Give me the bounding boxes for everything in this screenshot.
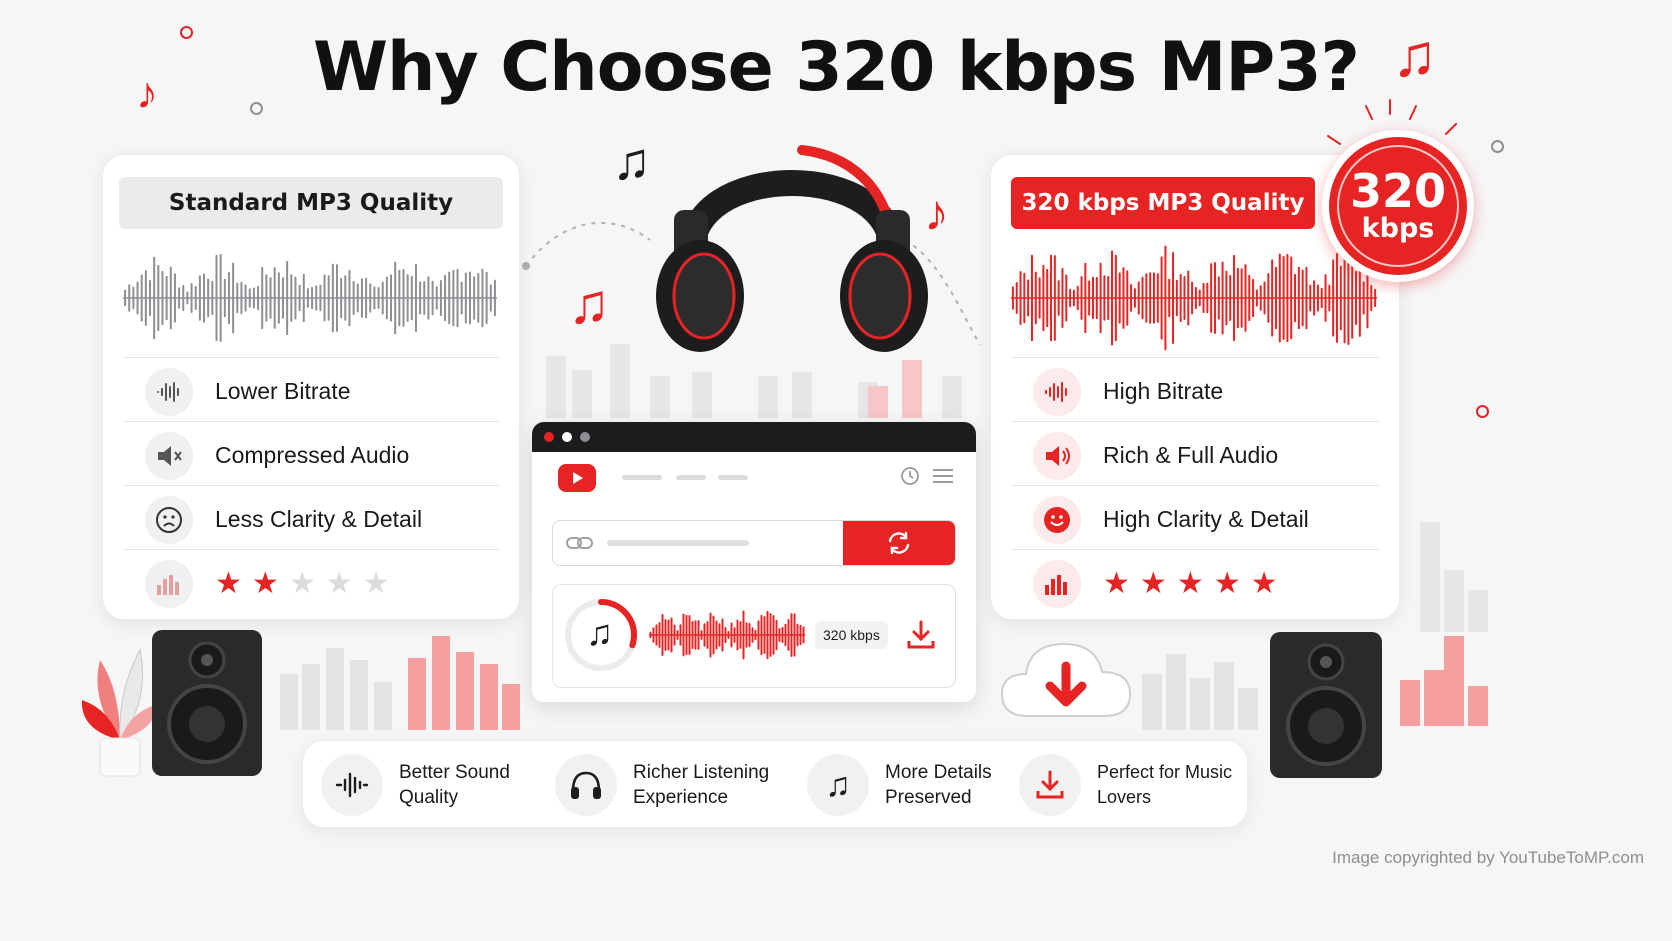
star-filled-icon: ★: [215, 566, 242, 600]
converter-header: [532, 452, 976, 512]
star-empty-icon: ★: [325, 566, 353, 600]
speaker-loud-icon: [1033, 431, 1081, 480]
smiley-face-icon: [1033, 495, 1081, 544]
close-dot[interactable]: [544, 432, 554, 442]
feature-label: Rich & Full Audio: [1103, 442, 1279, 468]
star-filled-icon: ★: [1213, 566, 1241, 600]
waveform-icon: [1033, 367, 1081, 416]
feature-item: Better Sound Quality: [321, 741, 510, 829]
link-icon: [566, 537, 593, 549]
list-item: Compressed Audio: [123, 421, 499, 489]
star-rating: ★ ★ ★ ★ ★: [1103, 566, 1278, 600]
music-note-icon: ♪: [136, 69, 158, 118]
speaker-muted-icon: [145, 431, 193, 480]
list-item: High Bitrate: [1011, 357, 1379, 425]
music-note-icon: ♫: [586, 612, 613, 653]
decor-circle: [250, 102, 263, 115]
list-item: Rich & Full Audio: [1011, 421, 1379, 489]
red-waveform: [1011, 245, 1377, 351]
feature-label: Compressed Audio: [215, 442, 410, 468]
copyright-notice: Image copyrighted by YouTubeToMP.com: [1332, 848, 1644, 867]
waveform-icon: [321, 754, 383, 816]
speaker-left: [152, 630, 262, 776]
music-note-icon: ♫: [568, 272, 610, 335]
star-filled-icon: ★: [1139, 566, 1167, 600]
equalizer-decor: [1142, 654, 1258, 730]
rating-row: ★ ★ ★ ★ ★: [123, 549, 499, 617]
history-icon[interactable]: [900, 466, 920, 486]
feature-label: Lower Bitrate: [215, 378, 351, 404]
youtube-logo-icon[interactable]: [558, 464, 596, 492]
headphones-icon: [555, 754, 617, 816]
music-note-icon: ♪: [924, 185, 949, 241]
speaker-right: [1270, 632, 1382, 778]
convert-button[interactable]: [843, 521, 955, 565]
music-note-icon: ♫: [612, 133, 651, 191]
list-item: Lower Bitrate: [123, 357, 499, 425]
decor-circle: [1491, 140, 1504, 153]
menu-icon[interactable]: [932, 467, 954, 485]
window-titlebar: [532, 422, 976, 452]
decor-circle: [180, 26, 193, 39]
nav-placeholder[interactable]: [676, 475, 706, 480]
feature-item: Richer Listening Experience: [555, 741, 769, 829]
star-empty-icon: ★: [288, 566, 316, 600]
list-item: High Clarity & Detail: [1011, 485, 1379, 553]
plant-decor: [81, 648, 158, 777]
music-note-icon: ♫: [1392, 22, 1437, 89]
feature-label: High Bitrate: [1103, 378, 1224, 404]
sad-face-icon: [145, 495, 193, 544]
maximize-dot[interactable]: [580, 432, 590, 442]
rating-row: ★ ★ ★ ★ ★: [1011, 549, 1379, 617]
feature-text: Perfect for Music Lovers: [1097, 762, 1233, 807]
decor-circle: [1476, 405, 1489, 418]
card-heading: Standard MP3 Quality: [119, 177, 503, 229]
download-icon: [1019, 754, 1081, 816]
music-note-icon: ♫: [807, 754, 869, 816]
progress-ring: [565, 599, 637, 671]
url-input[interactable]: [552, 520, 956, 566]
converter-window: ♫ 320 kbps: [532, 422, 976, 702]
feature-item: ♫ More Details Preserved: [807, 741, 992, 829]
feature-text: Richer Listening Experience: [633, 762, 770, 808]
star-filled-icon: ★: [251, 566, 279, 600]
refresh-icon: [888, 531, 910, 555]
minimize-dot[interactable]: [562, 432, 572, 442]
star-rating: ★ ★ ★ ★ ★: [215, 566, 390, 600]
320-kbps-badge: 320 kbps: [1322, 130, 1474, 282]
feature-text: Better Sound Quality: [399, 762, 510, 808]
gray-waveform: [123, 254, 497, 342]
headphones-illustration: [656, 145, 928, 352]
card-heading: 320 kbps MP3 Quality: [1011, 177, 1315, 229]
feature-label: Less Clarity & Detail: [215, 506, 423, 532]
equalizer-icon: [1033, 559, 1081, 608]
feature-text: More Details Preserved: [885, 762, 992, 808]
nav-placeholder[interactable]: [622, 475, 662, 480]
equalizer-decor: [1400, 522, 1488, 726]
track-waveform: [649, 610, 805, 660]
badge-rays: [1327, 99, 1457, 145]
equalizer-decor: [546, 344, 962, 418]
equalizer-decor: [280, 636, 520, 730]
standard-quality-card: Standard MP3 Quality Lower Bitrate Compr…: [102, 154, 520, 620]
feature-item: Perfect for Music Lovers: [1019, 741, 1232, 829]
list-item: Less Clarity & Detail: [123, 485, 499, 553]
bitrate-label: 320 kbps: [815, 621, 888, 649]
waveform-icon: [145, 367, 193, 416]
star-filled-icon: ★: [1250, 566, 1278, 600]
star-empty-icon: ★: [362, 566, 390, 600]
result-panel: ♫ 320 kbps: [552, 584, 956, 688]
equalizer-icon: [145, 559, 193, 608]
nav-placeholder[interactable]: [718, 475, 748, 480]
feature-label: High Clarity & Detail: [1103, 506, 1309, 532]
hq-quality-card: 320 kbps MP3 Quality High Bitrate Rich &…: [990, 154, 1400, 620]
page-title: Why Choose 320 kbps MP3?: [312, 28, 1360, 107]
cloud-download-illustration: [1000, 642, 1132, 717]
star-filled-icon: ★: [1176, 566, 1204, 600]
dashed-connector: [522, 221, 981, 346]
star-filled-icon: ★: [1103, 566, 1130, 600]
url-placeholder: [607, 540, 749, 546]
download-icon[interactable]: [905, 619, 937, 651]
features-bar: Better Sound Quality Richer Listening Expe…: [302, 740, 1248, 828]
